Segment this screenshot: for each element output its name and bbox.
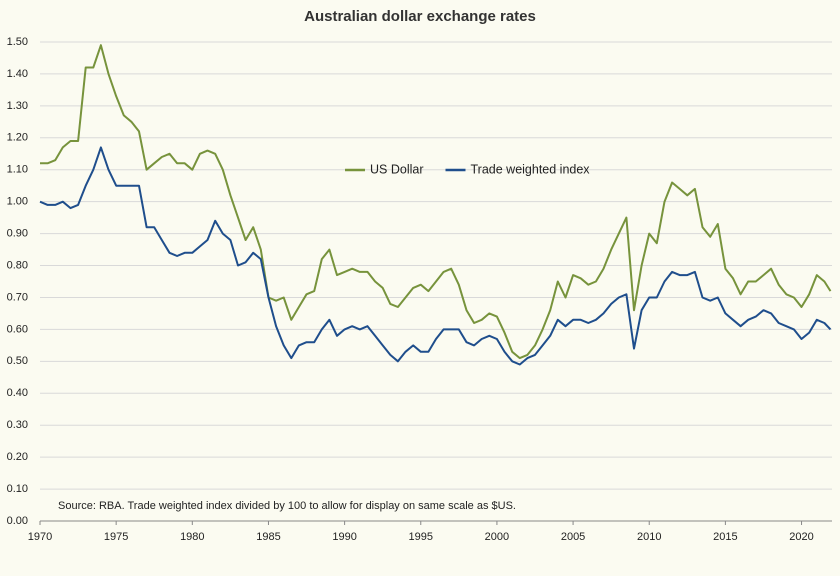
y-tick-label: 0.70 [7, 291, 28, 303]
y-tick-label: 0.60 [7, 323, 28, 335]
x-tick-label: 2015 [713, 531, 737, 543]
x-tick-label: 2005 [561, 531, 585, 543]
x-tick-label: 2010 [637, 531, 661, 543]
x-tick-label: 1980 [180, 531, 204, 543]
x-tick-label: 1985 [256, 531, 280, 543]
y-tick-label: 0.90 [7, 228, 28, 240]
y-tick-label: 0.40 [7, 387, 28, 399]
x-tick-label: 2000 [485, 531, 509, 543]
y-tick-label: 0.20 [7, 451, 28, 463]
line-series [39, 146, 832, 366]
y-tick-label: 0.00 [7, 515, 28, 527]
y-tick-label: 0.30 [7, 419, 28, 431]
legend-label: US Dollar [370, 162, 424, 176]
line-series [40, 44, 832, 360]
y-tick-label: 1.00 [7, 196, 28, 208]
legend-label: Trade weighted index [471, 162, 591, 176]
y-tick-label: 1.50 [7, 36, 28, 48]
x-tick-label: 1970 [28, 531, 52, 543]
annotation: Source: RBA. Trade weighted index divide… [58, 500, 516, 512]
y-tick-label: 1.20 [7, 132, 28, 144]
y-tick-label: 0.10 [7, 483, 28, 495]
chart-title: Australian dollar exchange rates [304, 8, 536, 25]
y-tick-label: 1.40 [7, 68, 28, 80]
y-tick-label: 1.30 [7, 100, 28, 112]
y-tick-label: 0.80 [7, 259, 28, 271]
x-tick-label: 1975 [104, 531, 128, 543]
x-tick-label: 1995 [409, 531, 433, 543]
x-tick-label: 2020 [789, 531, 813, 543]
x-tick-label: 1990 [332, 531, 356, 543]
y-tick-label: 1.10 [7, 164, 28, 176]
y-tick-label: 0.50 [7, 355, 28, 367]
